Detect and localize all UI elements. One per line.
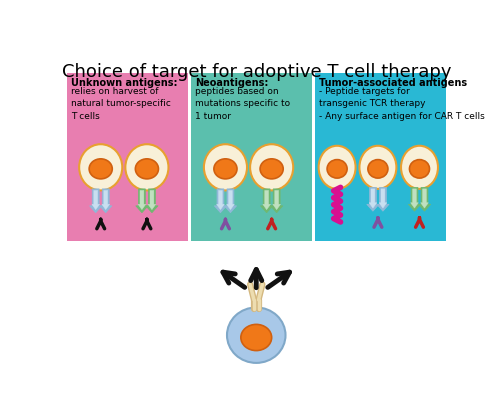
Polygon shape (216, 190, 224, 210)
Text: Choice of target for adoptive T cell therapy: Choice of target for adoptive T cell the… (62, 62, 451, 80)
Ellipse shape (250, 144, 293, 190)
Ellipse shape (401, 146, 438, 189)
Ellipse shape (368, 160, 388, 178)
Polygon shape (90, 189, 102, 213)
Polygon shape (138, 190, 146, 210)
Ellipse shape (204, 144, 247, 190)
Ellipse shape (214, 159, 237, 179)
Polygon shape (418, 187, 430, 211)
Polygon shape (263, 190, 270, 210)
Ellipse shape (360, 146, 397, 189)
Text: Neoantigens:: Neoantigens: (196, 78, 269, 88)
Polygon shape (377, 187, 389, 211)
Text: Tumor-associated antigens: Tumor-associated antigens (320, 78, 468, 88)
Ellipse shape (327, 160, 347, 178)
Polygon shape (146, 189, 158, 213)
Polygon shape (102, 190, 110, 210)
Polygon shape (214, 189, 226, 213)
Text: - Peptide targets for
transgenic TCR therapy
- Any surface antigen for CAR T cel: - Peptide targets for transgenic TCR the… (320, 87, 485, 121)
Text: relies on harvest of
natural tumor-specific
T cells: relies on harvest of natural tumor-speci… (72, 87, 172, 121)
Polygon shape (410, 189, 418, 208)
Ellipse shape (79, 144, 122, 190)
Bar (315, 73, 446, 241)
Polygon shape (224, 189, 236, 213)
Polygon shape (273, 190, 280, 210)
Bar (67, 73, 188, 241)
Polygon shape (148, 190, 156, 210)
Text: Unknown antigens:: Unknown antigens: (72, 78, 178, 88)
Polygon shape (379, 189, 387, 208)
Ellipse shape (410, 160, 430, 178)
Ellipse shape (227, 308, 286, 363)
Polygon shape (226, 190, 234, 210)
Polygon shape (366, 187, 379, 211)
Bar (191, 73, 312, 241)
Ellipse shape (89, 159, 112, 179)
Ellipse shape (126, 144, 168, 190)
Polygon shape (420, 189, 428, 208)
Ellipse shape (241, 324, 272, 351)
Polygon shape (369, 189, 377, 208)
Polygon shape (136, 189, 148, 213)
Polygon shape (260, 189, 273, 213)
Polygon shape (270, 189, 283, 213)
Polygon shape (100, 189, 112, 213)
Ellipse shape (136, 159, 158, 179)
Polygon shape (408, 187, 420, 211)
Text: peptides based on
mutations specific to
1 tumor: peptides based on mutations specific to … (196, 87, 290, 121)
Ellipse shape (260, 159, 283, 179)
Ellipse shape (318, 146, 356, 189)
Polygon shape (92, 190, 100, 210)
